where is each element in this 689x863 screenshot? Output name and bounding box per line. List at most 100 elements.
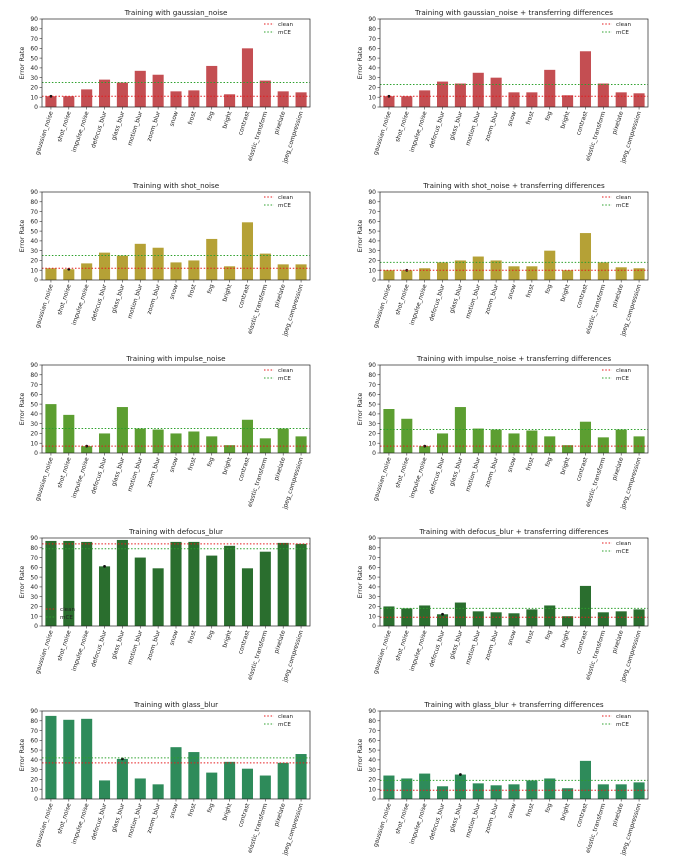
legend-label-clean: clean bbox=[278, 714, 293, 720]
x-tick-label: shot_noise bbox=[56, 110, 73, 143]
x-tick-label: zoom_blur bbox=[146, 802, 162, 834]
bar-jpeg_compression bbox=[633, 268, 645, 280]
x-tick-label: elastic_transform bbox=[585, 456, 608, 508]
highlight-dot bbox=[459, 773, 462, 776]
x-tick-label: shot_noise bbox=[394, 456, 411, 489]
y-axis-label: Error Rate bbox=[356, 566, 364, 599]
y-tick-label: 80 bbox=[30, 199, 38, 206]
bar-impulse_noise bbox=[81, 446, 93, 453]
bar-motion_blur bbox=[134, 70, 146, 107]
x-tick-label: glass_blur bbox=[448, 802, 464, 833]
y-tick-label: 90 bbox=[368, 189, 376, 196]
y-tick-label: 30 bbox=[30, 248, 38, 255]
bar-snow bbox=[170, 262, 182, 280]
bar-bright bbox=[224, 445, 236, 453]
bar-pixelate bbox=[615, 267, 627, 280]
x-tick-label: pixelate bbox=[611, 283, 625, 308]
chart-title: Training with shot_noise + transferring … bbox=[422, 181, 605, 190]
x-tick-label: gaussian_noise bbox=[34, 110, 55, 156]
x-tick-label: fog bbox=[206, 802, 216, 813]
legend-label-mCE: mCE bbox=[278, 30, 291, 36]
chart-6: Training with impulse_noise + transferri… bbox=[356, 354, 649, 511]
y-tick-label: 10 bbox=[30, 267, 38, 274]
y-tick-label: 80 bbox=[30, 545, 38, 552]
bar-pixelate bbox=[277, 762, 289, 799]
x-tick-label: snow bbox=[506, 629, 517, 646]
y-tick-label: 0 bbox=[34, 450, 38, 457]
x-tick-label: fog bbox=[206, 629, 216, 640]
bar-bright bbox=[224, 545, 236, 626]
y-tick-label: 40 bbox=[30, 757, 38, 764]
chart-title: Training with shot_noise bbox=[132, 181, 220, 190]
y-tick-label: 30 bbox=[368, 594, 376, 601]
bar-shot_noise bbox=[63, 269, 75, 280]
x-tick-label: impulse_noise bbox=[71, 802, 91, 845]
y-tick-label: 70 bbox=[30, 382, 38, 389]
y-tick-label: 20 bbox=[368, 777, 376, 784]
x-tick-label: snow bbox=[168, 110, 179, 127]
bar-snow bbox=[508, 613, 520, 626]
y-tick-label: 60 bbox=[368, 738, 376, 745]
y-tick-label: 10 bbox=[30, 786, 38, 793]
x-tick-label: motion_blur bbox=[126, 802, 144, 839]
y-tick-label: 0 bbox=[372, 623, 376, 630]
bar-pixelate bbox=[277, 264, 289, 280]
x-tick-label: pixelate bbox=[273, 110, 287, 135]
x-tick-label: gaussian_noise bbox=[372, 629, 393, 675]
x-tick-label: impulse_noise bbox=[71, 110, 91, 153]
legend-label-clean: clean bbox=[278, 195, 293, 201]
x-tick-label: elastic_transform bbox=[247, 456, 270, 508]
x-tick-label: contrast bbox=[237, 629, 252, 655]
x-tick-label: frost bbox=[187, 802, 198, 818]
bar-zoom_blur bbox=[490, 785, 502, 799]
highlight-dot bbox=[387, 94, 391, 98]
y-axis-label: Error Rate bbox=[356, 393, 364, 426]
x-tick-label: bright bbox=[559, 456, 571, 476]
bar-snow bbox=[170, 433, 182, 453]
y-tick-label: 50 bbox=[368, 747, 376, 754]
bar-gaussian_noise bbox=[383, 606, 395, 626]
bar-gaussian_noise bbox=[383, 270, 395, 280]
x-tick-label: contrast bbox=[575, 283, 590, 309]
y-tick-label: 50 bbox=[30, 401, 38, 408]
bar-bright bbox=[224, 94, 236, 107]
y-tick-label: 30 bbox=[30, 594, 38, 601]
bar-defocus_blur bbox=[98, 252, 111, 280]
y-tick-label: 10 bbox=[30, 94, 38, 101]
bar-impulse_noise bbox=[81, 718, 93, 799]
bar-defocus_blur bbox=[436, 786, 449, 799]
y-tick-label: 40 bbox=[30, 411, 38, 418]
y-axis-label: Error Rate bbox=[18, 393, 26, 426]
bar-jpeg_compression bbox=[633, 436, 645, 453]
y-tick-label: 80 bbox=[368, 26, 376, 33]
x-tick-label: glass_blur bbox=[110, 456, 126, 487]
y-tick-label: 0 bbox=[34, 796, 38, 803]
y-tick-label: 70 bbox=[30, 555, 38, 562]
y-tick-label: 90 bbox=[368, 708, 376, 715]
bar-gaussian_noise bbox=[383, 96, 395, 107]
x-tick-label: glass_blur bbox=[448, 283, 464, 314]
x-tick-label: pixelate bbox=[273, 629, 287, 654]
x-tick-label: bright bbox=[221, 110, 233, 130]
bar-pixelate bbox=[615, 611, 627, 626]
y-tick-label: 10 bbox=[368, 440, 376, 447]
y-tick-label: 70 bbox=[368, 728, 376, 735]
bar-defocus_blur bbox=[436, 262, 449, 280]
x-tick-label: elastic_transform bbox=[247, 110, 270, 162]
bar-shot_noise bbox=[63, 96, 75, 107]
y-tick-label: 50 bbox=[30, 228, 38, 235]
y-tick-label: 10 bbox=[368, 267, 376, 274]
bar-jpeg_compression bbox=[295, 754, 307, 799]
chart-title: Training with gaussian_noise + transferr… bbox=[414, 8, 613, 17]
bar-gaussian_noise bbox=[45, 404, 57, 453]
x-tick-label: frost bbox=[525, 110, 536, 126]
x-tick-label: contrast bbox=[237, 456, 252, 482]
y-tick-label: 20 bbox=[30, 777, 38, 784]
x-tick-label: motion_blur bbox=[464, 802, 482, 839]
y-tick-label: 10 bbox=[30, 613, 38, 620]
bar-zoom_blur bbox=[152, 568, 164, 626]
bar-elastic_transform bbox=[259, 551, 271, 626]
bar-gaussian_noise bbox=[45, 540, 57, 626]
x-tick-label: zoom_blur bbox=[146, 456, 162, 488]
